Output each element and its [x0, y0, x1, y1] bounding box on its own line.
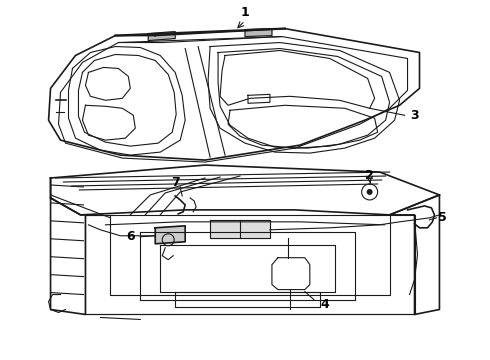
Text: 3: 3 — [410, 109, 419, 122]
Circle shape — [367, 189, 372, 195]
Text: 7: 7 — [171, 176, 179, 189]
Text: 4: 4 — [320, 298, 329, 311]
Polygon shape — [210, 220, 270, 238]
Text: 6: 6 — [126, 230, 135, 243]
Polygon shape — [148, 32, 175, 41]
Polygon shape — [155, 226, 185, 244]
Text: 5: 5 — [438, 211, 447, 224]
Text: 2: 2 — [365, 168, 374, 181]
Text: 1: 1 — [241, 6, 249, 19]
Polygon shape — [245, 28, 272, 37]
